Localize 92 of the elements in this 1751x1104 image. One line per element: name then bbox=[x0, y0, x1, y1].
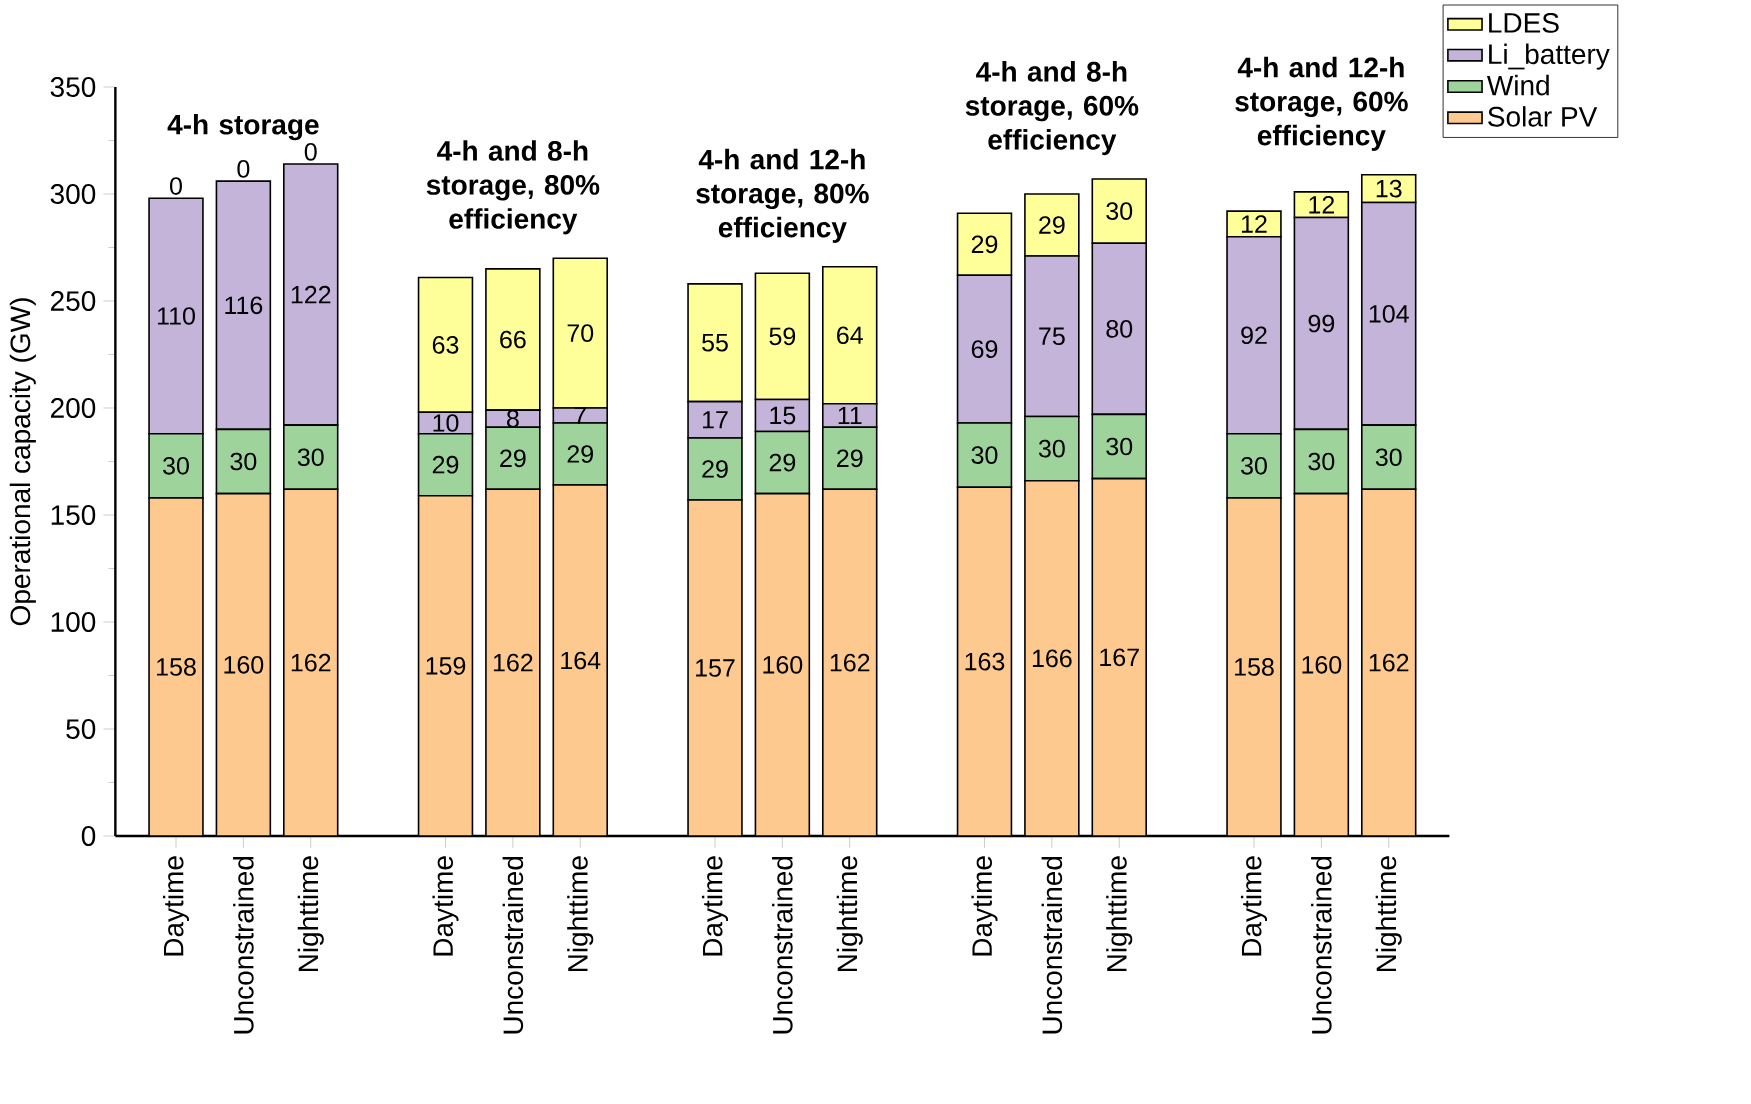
data-label: 30 bbox=[1106, 437, 1133, 456]
data-label: 158 bbox=[157, 658, 196, 676]
x-tick-label: Nighttime bbox=[1375, 856, 1402, 972]
data-label: 29 bbox=[971, 235, 998, 254]
x-tick-label: Unconstrained bbox=[1311, 856, 1332, 1034]
data-label: 30 bbox=[163, 456, 189, 475]
data-label: 70 bbox=[567, 324, 594, 342]
data-label: 122 bbox=[291, 285, 331, 304]
y-tick-label: 150 bbox=[51, 505, 96, 525]
x-tick-label: Daytime bbox=[432, 856, 459, 956]
data-label: 59 bbox=[769, 327, 796, 346]
data-label: 0 bbox=[170, 177, 182, 195]
data-label: 158 bbox=[1235, 658, 1274, 676]
x-tick-label: Daytime bbox=[701, 856, 729, 956]
data-label: 75 bbox=[1039, 327, 1065, 346]
data-label: 12 bbox=[1309, 195, 1334, 214]
x-tick-label: Nighttime bbox=[297, 856, 324, 972]
data-label: 29 bbox=[837, 449, 863, 468]
legend-label: Li_battery bbox=[1489, 43, 1610, 70]
legend-label: Solar PV bbox=[1488, 106, 1598, 127]
data-label: 0 bbox=[237, 160, 250, 178]
y-tick-label: 50 bbox=[66, 719, 96, 739]
data-label: 13 bbox=[1376, 179, 1402, 198]
data-label: 29 bbox=[702, 460, 728, 478]
data-label: 160 bbox=[224, 655, 264, 674]
data-label: 99 bbox=[1308, 314, 1335, 333]
data-label: 80 bbox=[1106, 319, 1133, 338]
data-label: 15 bbox=[770, 406, 796, 425]
data-label: 11 bbox=[838, 406, 862, 425]
data-label: 159 bbox=[426, 657, 466, 675]
data-label: 69 bbox=[971, 340, 998, 358]
data-label: 167 bbox=[1100, 648, 1139, 667]
data-label: 162 bbox=[291, 653, 331, 672]
data-label: 30 bbox=[230, 452, 257, 471]
x-tick-label: Unconstrained bbox=[1041, 856, 1063, 1034]
annotation: 4-h storage bbox=[167, 114, 319, 141]
data-label: 30 bbox=[1308, 452, 1335, 471]
x-tick-label: Unconstrained bbox=[502, 856, 524, 1034]
data-label: 157 bbox=[696, 659, 735, 677]
y-tick-label: 0 bbox=[81, 826, 96, 846]
y-tick-label: 100 bbox=[51, 612, 96, 632]
annotation: 4-h and 12-h storage, 60% efficiency bbox=[1235, 56, 1408, 151]
annotation: 4-h and 8-h storage, 60% efficiency bbox=[965, 61, 1139, 156]
y-tick-label: 250 bbox=[50, 291, 96, 311]
data-label: 29 bbox=[500, 449, 526, 468]
data-label: 29 bbox=[567, 445, 593, 463]
data-label: 160 bbox=[763, 655, 803, 674]
data-label: 116 bbox=[225, 296, 263, 315]
data-label: 92 bbox=[1241, 326, 1267, 345]
annotation: 4-h and 8-h storage, 80% efficiency bbox=[426, 140, 600, 235]
x-tick-label: Daytime bbox=[1240, 856, 1268, 956]
data-label: 162 bbox=[830, 653, 870, 672]
data-label: 160 bbox=[1302, 655, 1342, 674]
data-label: 63 bbox=[432, 336, 459, 354]
y-tick-label: 200 bbox=[50, 398, 96, 418]
data-label: 104 bbox=[1369, 305, 1409, 323]
legend-label: LDES bbox=[1489, 12, 1559, 33]
data-label: 30 bbox=[971, 446, 998, 464]
data-label: 30 bbox=[297, 448, 324, 467]
data-label: 66 bbox=[500, 330, 526, 349]
data-label: 12 bbox=[1242, 215, 1267, 233]
data-label: 30 bbox=[1106, 202, 1133, 220]
data-label: 55 bbox=[702, 334, 728, 352]
x-tick-label: Unconstrained bbox=[233, 856, 254, 1034]
x-tick-label: Nighttime bbox=[836, 856, 863, 972]
data-label: 110 bbox=[157, 307, 195, 325]
y-tick-label: 350 bbox=[50, 77, 96, 97]
data-label: 7 bbox=[574, 406, 586, 425]
data-label: 30 bbox=[1038, 439, 1065, 458]
data-label: 162 bbox=[1369, 653, 1409, 672]
data-label: 64 bbox=[837, 326, 863, 345]
data-label: 29 bbox=[1039, 216, 1065, 234]
legend-label: Wind bbox=[1486, 74, 1549, 96]
data-label: 162 bbox=[493, 653, 533, 672]
data-label: 29 bbox=[769, 453, 796, 472]
x-tick-label: Nighttime bbox=[1106, 856, 1133, 972]
data-label: 17 bbox=[703, 411, 728, 429]
data-label: 164 bbox=[561, 651, 601, 670]
x-tick-label: Unconstrained bbox=[772, 856, 793, 1034]
data-label: 29 bbox=[432, 455, 459, 474]
y-axis-title: Operational capacity (GW) bbox=[9, 298, 36, 626]
annotation: 4-h and 12-h storage, 80% efficiency bbox=[696, 148, 869, 243]
data-label: 166 bbox=[1032, 649, 1072, 668]
x-tick-label: Daytime bbox=[971, 856, 998, 956]
data-label: 0 bbox=[304, 142, 317, 161]
x-tick-label: Daytime bbox=[162, 856, 190, 956]
x-tick-label: Nighttime bbox=[567, 856, 594, 972]
data-label: 30 bbox=[1375, 448, 1402, 467]
data-label: 10 bbox=[433, 414, 459, 432]
data-label: 163 bbox=[965, 652, 1005, 671]
data-label: 30 bbox=[1241, 456, 1267, 475]
y-tick-label: 300 bbox=[50, 184, 96, 204]
